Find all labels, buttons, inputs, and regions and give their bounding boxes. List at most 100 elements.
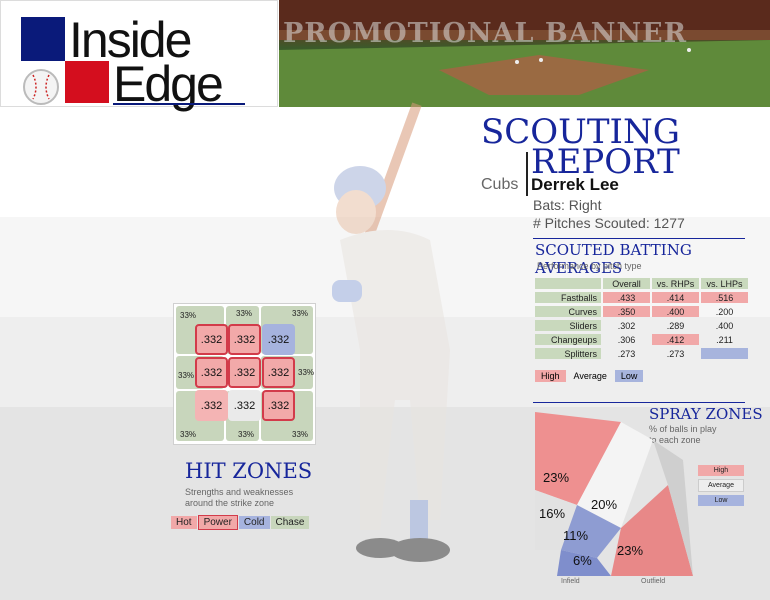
infield-label: Infield bbox=[561, 578, 580, 585]
hit-zones-legend: Hot Power Cold Chase bbox=[171, 515, 310, 530]
legend-average: Average bbox=[698, 479, 744, 492]
table-row: Fastballs .433 .414 .516 bbox=[535, 292, 748, 303]
spray-zone-value: 11% bbox=[563, 528, 589, 543]
spray-zones-subtitle: % of balls in play bbox=[649, 424, 717, 434]
column-header: Overall bbox=[603, 278, 650, 289]
section-divider bbox=[533, 238, 745, 239]
zone-percent: 33% bbox=[298, 368, 315, 377]
baseball-icon bbox=[23, 69, 59, 105]
table-cell: .289 bbox=[666, 320, 685, 331]
column-header: vs. RHPs bbox=[652, 278, 699, 289]
table-cell: .211 bbox=[716, 334, 733, 345]
spray-chart: 23% 20% 16% 11% 6% 23% Infield Outfield bbox=[533, 400, 703, 590]
spray-zones-title: SPRAY ZONES bbox=[649, 405, 763, 423]
strike-zone-cell[interactable]: .332 bbox=[195, 357, 228, 388]
banner-text: PROMOTIONAL BANNER bbox=[283, 18, 688, 49]
table-cell: .302 bbox=[617, 320, 636, 331]
inside-edge-logo[interactable]: Inside Edge bbox=[0, 0, 278, 112]
logo-underline bbox=[113, 103, 245, 105]
batting-legend: High Average Low bbox=[535, 370, 645, 382]
row-label: Curves bbox=[535, 306, 601, 317]
legend-chase: Chase bbox=[270, 516, 310, 529]
hit-zones-subtitle: Strengths and weaknesses bbox=[185, 487, 294, 497]
zone-percent: 33% bbox=[292, 430, 309, 439]
table-row: Sliders .302 .289 .400 bbox=[535, 320, 748, 331]
legend-high: High bbox=[535, 370, 566, 382]
logo-red-square bbox=[65, 61, 109, 103]
batting-averages-subtitle: Performance by pitch type bbox=[537, 261, 642, 271]
pitches-scouted: # Pitches Scouted: 1277 bbox=[533, 215, 685, 231]
table-cell: .400 bbox=[652, 306, 699, 317]
spray-zone-value: 23% bbox=[543, 470, 570, 485]
strike-zone-cell[interactable]: .332 bbox=[262, 357, 295, 388]
report-title-line1: SCOUTING bbox=[481, 112, 680, 152]
table-cell bbox=[701, 348, 748, 359]
spray-legend: High Average Low bbox=[698, 465, 744, 509]
legend-hot: Hot bbox=[171, 516, 197, 529]
zone-percent: 33% bbox=[180, 311, 197, 320]
spray-zones-subtitle: to each zone bbox=[649, 435, 701, 445]
row-label: Changeups bbox=[535, 334, 601, 345]
row-label: Fastballs bbox=[535, 292, 601, 303]
promotional-banner[interactable]: PROMOTIONAL BANNER bbox=[279, 0, 770, 107]
legend-cold: Cold bbox=[238, 516, 270, 529]
report-title-line2: REPORT bbox=[531, 142, 680, 182]
table-row: Changeups .306 .412 .211 bbox=[535, 334, 748, 345]
logo-word-edge: Edge bbox=[113, 56, 224, 112]
batter-silhouette bbox=[332, 102, 450, 562]
spray-zone-value: 16% bbox=[539, 506, 566, 521]
hit-zone-grid: 33% 33% 33% 33% 33% 33% 33% 33% .332 .33… bbox=[173, 303, 316, 445]
table-header-row: Overall vs. RHPs vs. LHPs bbox=[535, 278, 748, 289]
table-header-blank bbox=[535, 278, 601, 289]
table-cell: .400 bbox=[715, 320, 734, 331]
table-cell: .412 bbox=[652, 334, 699, 345]
strike-zone-cell[interactable]: .332 bbox=[262, 324, 295, 355]
table-cell: .433 bbox=[603, 292, 650, 303]
table-cell: .200 bbox=[715, 306, 734, 317]
strike-zone-cell[interactable]: .332 bbox=[228, 390, 261, 421]
logo-word-inside: Inside bbox=[69, 12, 192, 68]
logo-blue-square bbox=[21, 17, 65, 61]
zone-percent: 33% bbox=[178, 371, 195, 380]
section-divider bbox=[533, 402, 745, 403]
table-cell: .414 bbox=[652, 292, 699, 303]
table-cell: .306 bbox=[617, 334, 636, 345]
strike-zone-cell[interactable]: .332 bbox=[262, 390, 295, 421]
row-label: Sliders bbox=[535, 320, 601, 331]
team-name: Cubs bbox=[481, 176, 519, 193]
row-label: Splitters bbox=[535, 348, 601, 359]
legend-average: Average bbox=[573, 371, 607, 381]
table-cell: .273 bbox=[666, 348, 685, 359]
batting-averages-table: Overall vs. RHPs vs. LHPs Fastballs .433… bbox=[533, 275, 750, 362]
strike-zone-cell[interactable]: .332 bbox=[228, 357, 261, 388]
spray-zone-value: 23% bbox=[617, 543, 644, 558]
legend-power: Power bbox=[197, 515, 238, 530]
table-row: Splitters .273 .273 bbox=[535, 348, 748, 359]
stadium-image bbox=[279, 0, 770, 107]
hit-zones-title: HIT ZONES bbox=[185, 459, 313, 483]
strike-zone-cell[interactable]: .332 bbox=[228, 324, 261, 355]
legend-low: Low bbox=[614, 370, 644, 382]
zone-percent: 33% bbox=[180, 430, 197, 439]
spray-zone-value: 6% bbox=[573, 553, 592, 568]
column-header: vs. LHPs bbox=[701, 278, 748, 289]
legend-high: High bbox=[698, 465, 744, 476]
legend-low: Low bbox=[698, 495, 744, 506]
bats-info: Bats: Right bbox=[533, 197, 602, 213]
batting-averages-title: SCOUTED BATTING AVERAGES bbox=[535, 241, 692, 277]
zone-percent: 33% bbox=[238, 430, 255, 439]
zone-percent: 33% bbox=[236, 309, 253, 318]
spray-wedges bbox=[535, 412, 693, 576]
title-divider bbox=[526, 152, 528, 196]
player-name: Derrek Lee bbox=[531, 175, 619, 194]
table-cell: .273 bbox=[617, 348, 636, 359]
zone-percent: 33% bbox=[292, 309, 309, 318]
strike-zone-cell[interactable]: .332 bbox=[195, 324, 228, 355]
spray-zone-value: 20% bbox=[591, 497, 618, 512]
strike-zone-cell[interactable]: .332 bbox=[195, 390, 228, 421]
table-row: Curves .350 .400 .200 bbox=[535, 306, 748, 317]
table-cell: .516 bbox=[701, 292, 748, 303]
table-cell: .350 bbox=[603, 306, 650, 317]
hit-zones-subtitle: around the strike zone bbox=[185, 498, 275, 508]
outfield-label: Outfield bbox=[641, 578, 666, 585]
